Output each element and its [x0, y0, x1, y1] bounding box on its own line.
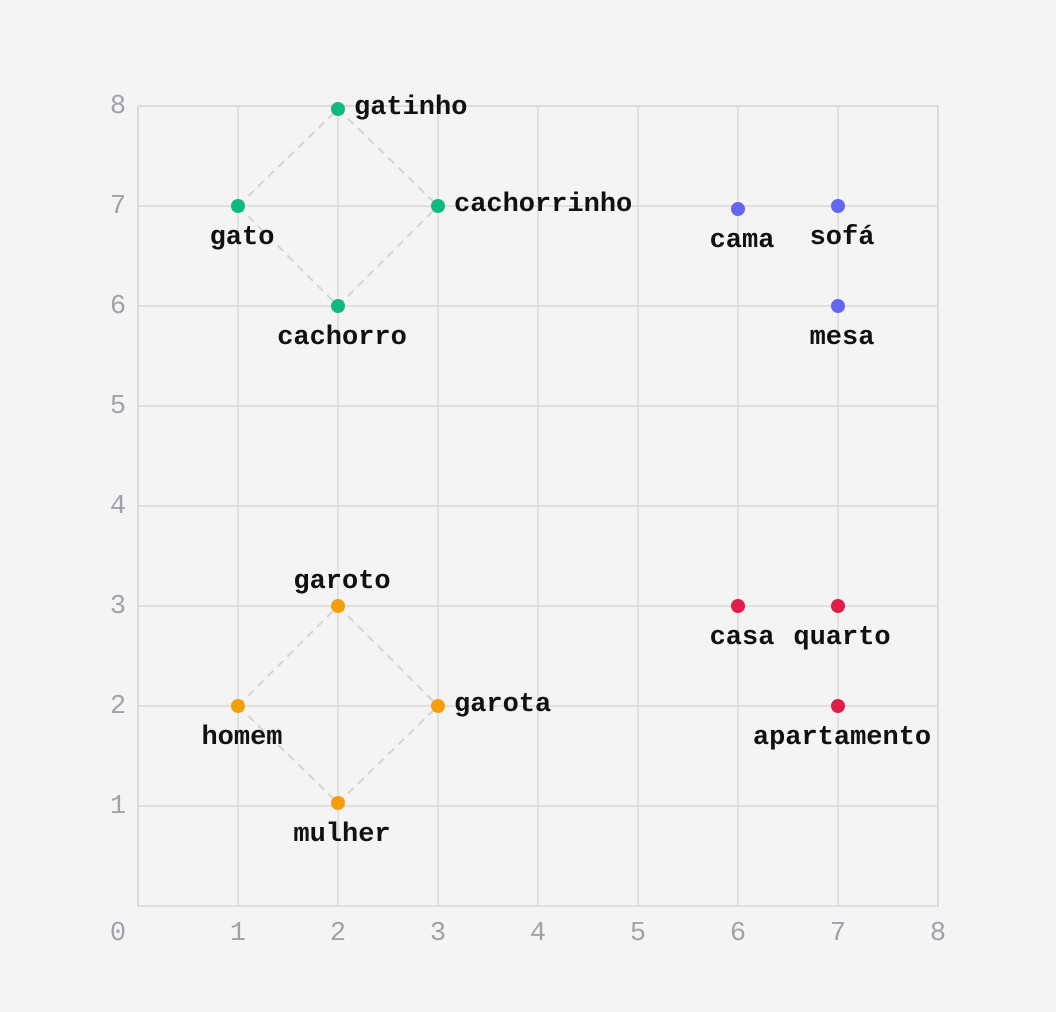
point: [831, 599, 845, 613]
point: [431, 699, 445, 713]
x-tick-label: 2: [330, 919, 346, 949]
point-label: gato: [210, 223, 275, 253]
y-tick-label: 1: [110, 792, 126, 822]
point: [331, 796, 345, 810]
link-line: [237, 705, 339, 804]
x-tick-label: 5: [630, 919, 646, 949]
point-label: sofá: [810, 223, 875, 253]
y-tick-label: 4: [110, 492, 126, 522]
point-label: cachorro: [277, 323, 407, 353]
point-label: mulher: [293, 820, 390, 850]
link-line: [237, 108, 339, 207]
y-tick-label: 6: [110, 292, 126, 322]
point-label: garoto: [293, 567, 390, 597]
link-line: [337, 705, 439, 804]
point: [331, 299, 345, 313]
point: [231, 199, 245, 213]
y-tick-label: 5: [110, 392, 126, 422]
x-tick-label: 3: [430, 919, 446, 949]
x-tick-label: 7: [830, 919, 846, 949]
point-label: mesa: [810, 323, 875, 353]
point: [731, 599, 745, 613]
point-label: cama: [710, 226, 775, 256]
link-line: [337, 605, 439, 707]
y-tick-label: 7: [110, 192, 126, 222]
x-tick-label: 8: [930, 919, 946, 949]
x-tick-label: 0: [110, 919, 126, 949]
y-tick-label: 8: [110, 92, 126, 122]
point: [331, 599, 345, 613]
link-line: [337, 205, 439, 307]
link-line: [337, 108, 439, 207]
point-label: gatinho: [354, 93, 467, 123]
y-tick-label: 3: [110, 592, 126, 622]
link-line: [237, 205, 339, 307]
point-label: garota: [454, 690, 551, 720]
x-tick-label: 1: [230, 919, 246, 949]
link-line: [237, 605, 339, 707]
point: [731, 202, 745, 216]
y-tick-label: 2: [110, 692, 126, 722]
point: [231, 699, 245, 713]
point-label: homem: [201, 723, 282, 753]
point-label: apartamento: [753, 723, 931, 753]
point: [831, 699, 845, 713]
point: [331, 102, 345, 116]
point: [831, 199, 845, 213]
point-label: quarto: [793, 623, 890, 653]
point-label: cachorrinho: [454, 190, 632, 220]
point: [831, 299, 845, 313]
point-label: casa: [710, 623, 775, 653]
x-tick-label: 6: [730, 919, 746, 949]
x-tick-label: 4: [530, 919, 546, 949]
point: [431, 199, 445, 213]
